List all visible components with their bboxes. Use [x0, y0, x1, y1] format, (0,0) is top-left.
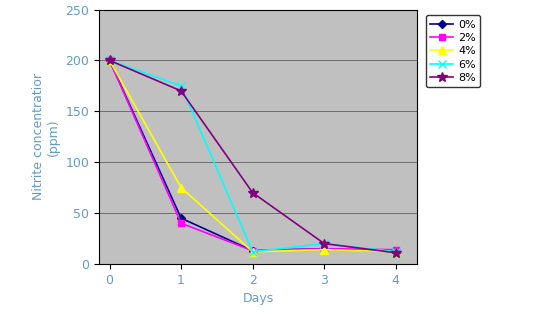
- 0%: [249, 249, 256, 252]
- 8%: [393, 251, 399, 255]
- 4%: [249, 250, 256, 254]
- 6%: [178, 84, 184, 88]
- Y-axis label: Nitrite concentratior
(ppm): Nitrite concentratior (ppm): [32, 73, 60, 200]
- 2%: [249, 249, 256, 252]
- 6%: [393, 250, 399, 254]
- 6%: [249, 250, 256, 254]
- 6%: [107, 59, 113, 62]
- 6%: [321, 242, 328, 245]
- 0%: [107, 59, 113, 62]
- 8%: [249, 191, 256, 195]
- 4%: [321, 248, 328, 252]
- 8%: [107, 59, 113, 62]
- 2%: [107, 59, 113, 62]
- X-axis label: Days: Days: [243, 292, 273, 305]
- 4%: [393, 250, 399, 254]
- Line: 0%: 0%: [107, 58, 399, 254]
- 4%: [178, 186, 184, 190]
- Line: 2%: 2%: [106, 57, 399, 254]
- 4%: [107, 59, 113, 62]
- Line: 4%: 4%: [105, 56, 400, 256]
- 8%: [178, 89, 184, 93]
- Line: 8%: 8%: [105, 56, 401, 258]
- 0%: [321, 247, 328, 251]
- Line: 6%: 6%: [105, 56, 400, 256]
- 0%: [393, 250, 399, 254]
- 0%: [178, 216, 184, 220]
- Legend: 0%, 2%, 4%, 6%, 8%: 0%, 2%, 4%, 6%, 8%: [426, 15, 480, 87]
- 2%: [321, 247, 328, 251]
- 2%: [178, 221, 184, 225]
- 8%: [321, 242, 328, 245]
- 2%: [393, 248, 399, 252]
